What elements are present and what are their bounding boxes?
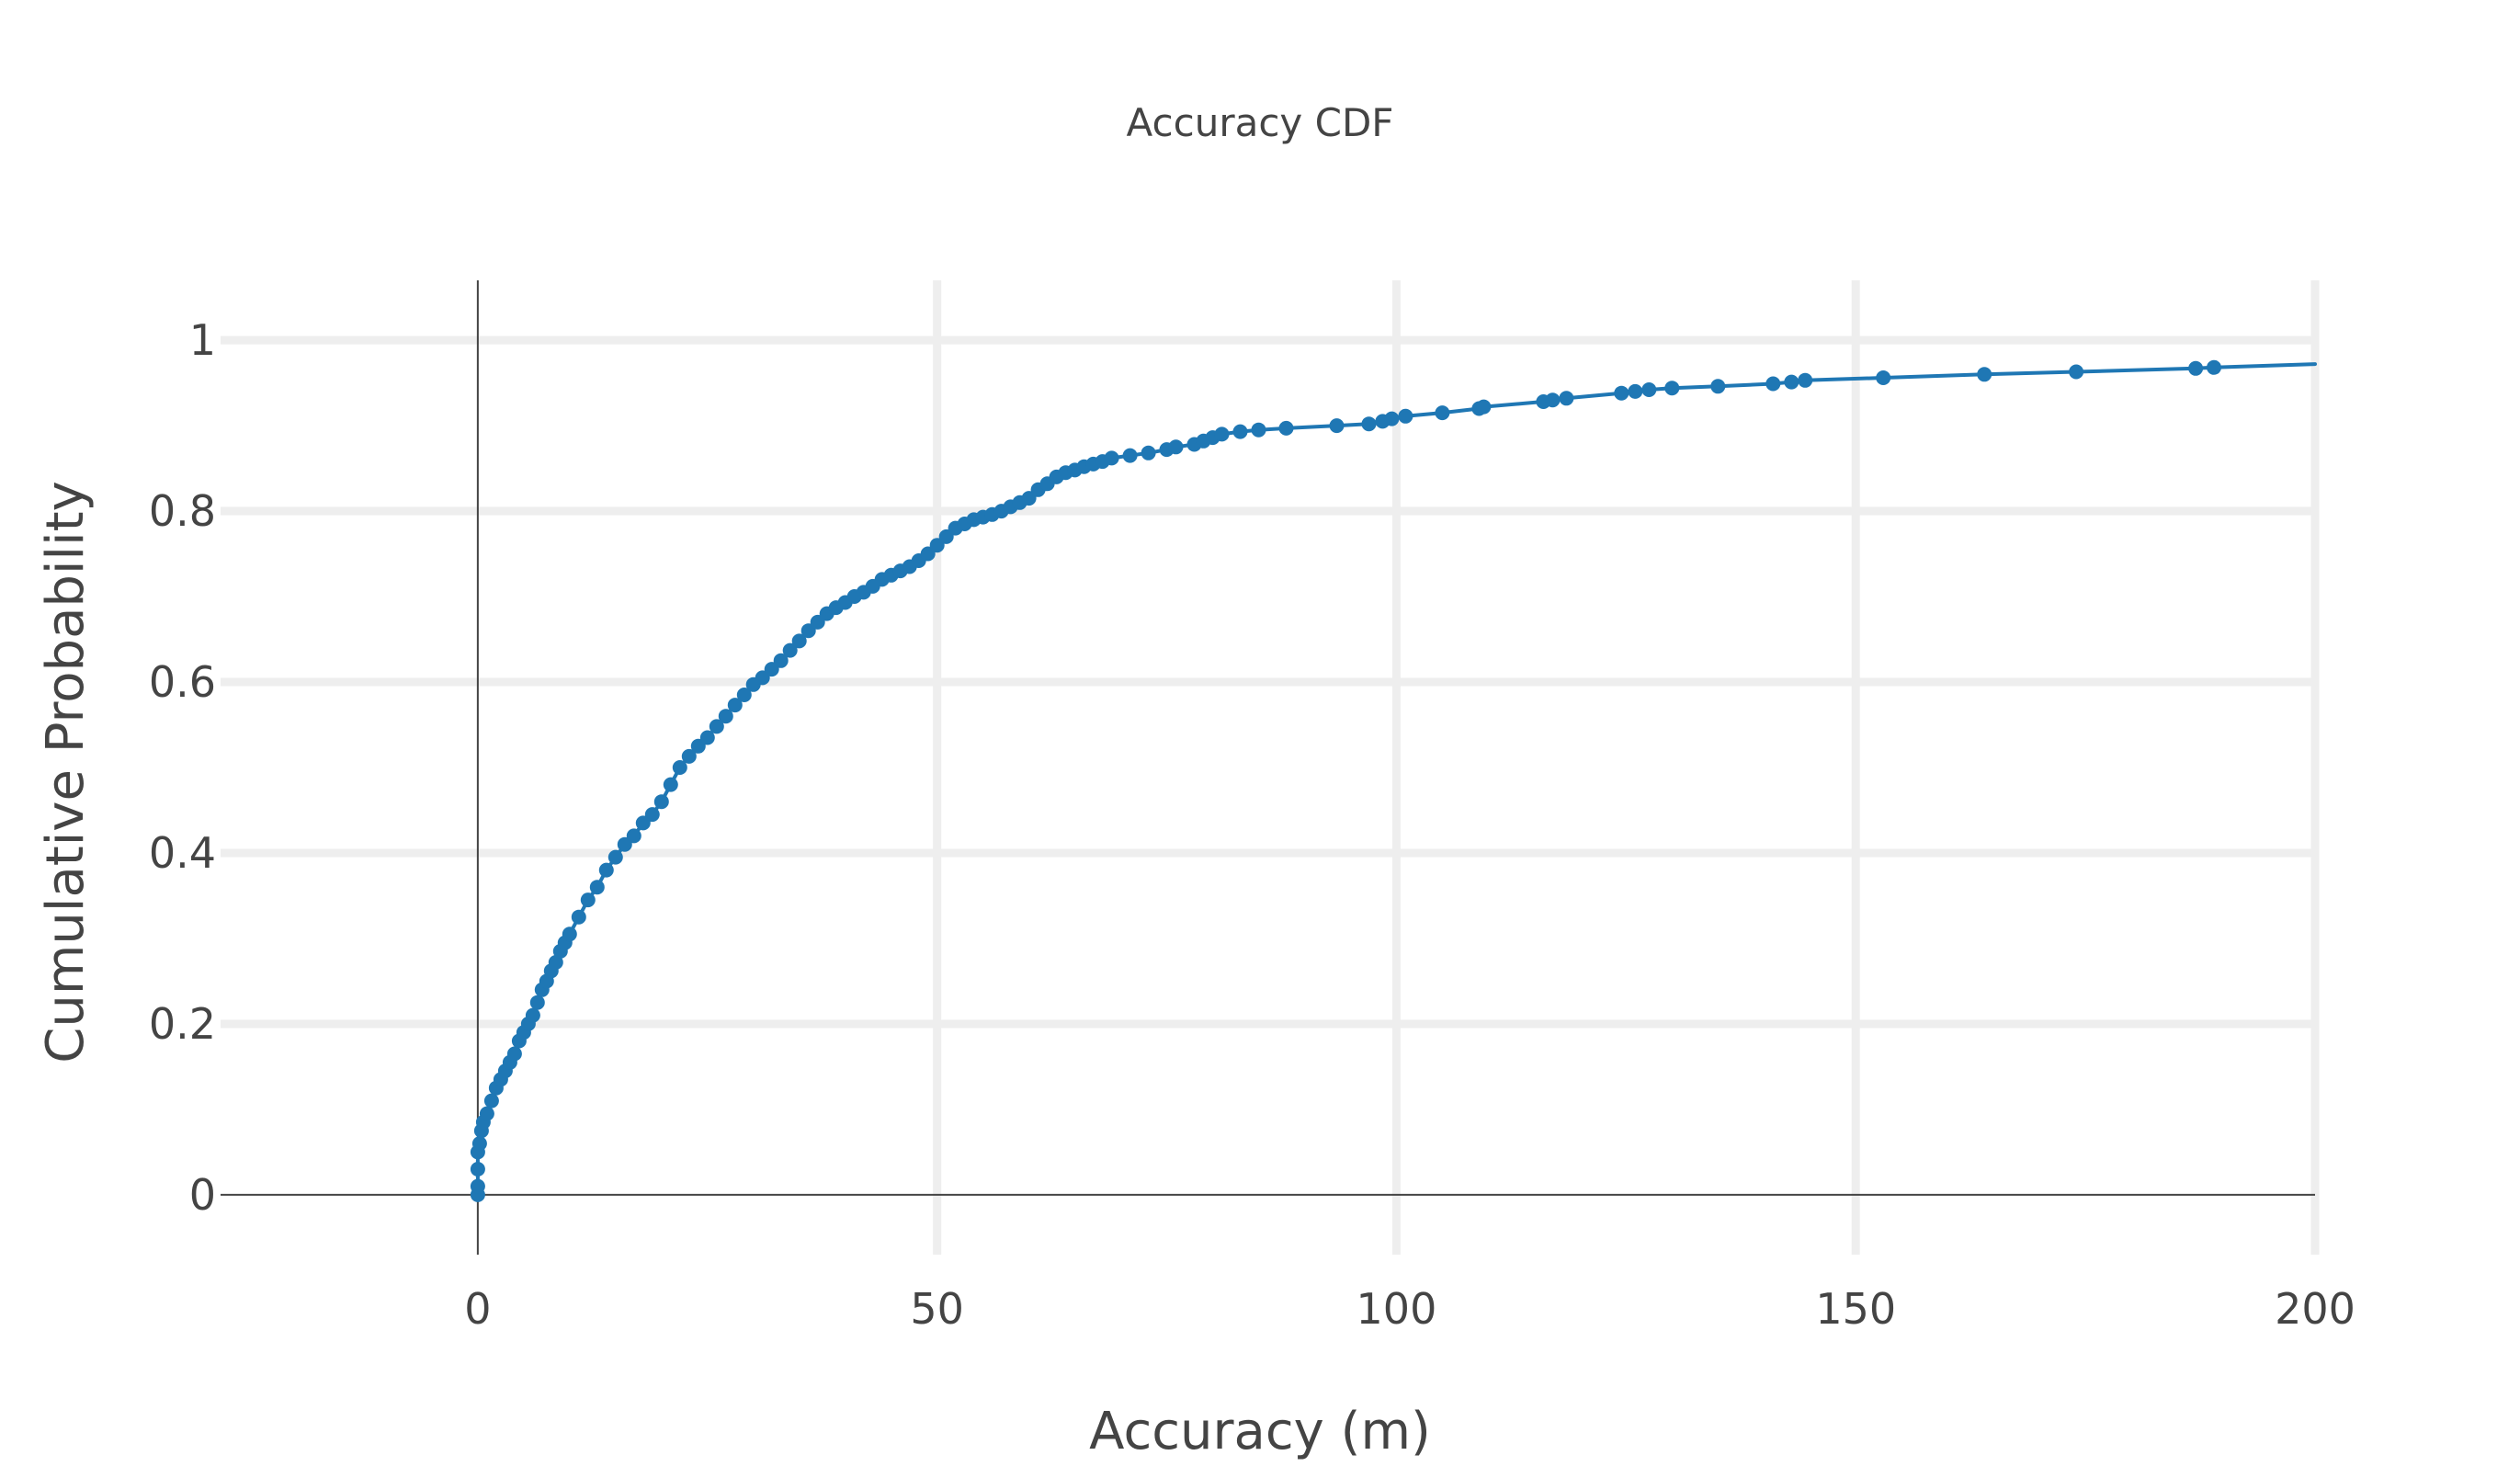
cdf-data-point[interactable] bbox=[1435, 405, 1449, 420]
x-tick-label: 100 bbox=[1356, 1284, 1437, 1334]
y-tick-label: 1 bbox=[189, 315, 216, 365]
x-tick-label: 0 bbox=[464, 1284, 491, 1334]
chart-title: Accuracy CDF bbox=[1127, 100, 1394, 145]
cdf-data-point[interactable] bbox=[1105, 450, 1119, 465]
cdf-data-point[interactable] bbox=[1476, 400, 1491, 415]
cdf-data-point[interactable] bbox=[562, 927, 577, 941]
cdf-data-point[interactable] bbox=[1765, 377, 1780, 392]
cdf-data-point[interactable] bbox=[1559, 391, 1573, 405]
cdf-data-point[interactable] bbox=[1384, 412, 1399, 426]
cdf-data-point[interactable] bbox=[1233, 425, 1248, 439]
cdf-data-point[interactable] bbox=[1664, 381, 1679, 395]
cdf-data-point[interactable] bbox=[1641, 382, 1656, 397]
cdf-data-point[interactable] bbox=[590, 880, 605, 894]
axis-layer bbox=[221, 280, 2315, 1255]
cdf-data-point[interactable] bbox=[2188, 361, 2203, 376]
cdf-data-point[interactable] bbox=[1784, 375, 1799, 390]
cdf-data-point[interactable] bbox=[1710, 379, 1725, 393]
cdf-data-point[interactable] bbox=[530, 995, 545, 1010]
cdf-data-point[interactable] bbox=[471, 1162, 485, 1177]
cdf-data-point[interactable] bbox=[645, 807, 660, 822]
x-tick-label: 200 bbox=[2275, 1284, 2355, 1334]
y-tick-label: 0.4 bbox=[149, 828, 216, 878]
grid-layer bbox=[221, 280, 2315, 1255]
cdf-data-point[interactable] bbox=[572, 910, 586, 925]
cdf-data-point[interactable] bbox=[1215, 426, 1230, 441]
cdf-data-point[interactable] bbox=[1362, 416, 1377, 431]
x-tick-label: 150 bbox=[1815, 1284, 1896, 1334]
y-tick-label: 0.8 bbox=[149, 486, 216, 536]
cdf-data-point[interactable] bbox=[1141, 446, 1156, 460]
cdf-data-point[interactable] bbox=[2207, 360, 2221, 375]
x-axis-title: Accuracy (m) bbox=[1089, 1402, 1431, 1461]
cdf-data-point[interactable] bbox=[627, 828, 641, 843]
y-tick-label: 0.6 bbox=[149, 657, 216, 707]
cdf-data-point[interactable] bbox=[526, 1008, 540, 1023]
cdf-data-point[interactable] bbox=[1123, 449, 1138, 463]
cdf-data-point[interactable] bbox=[1876, 370, 1890, 385]
cdf-data-point[interactable] bbox=[1614, 386, 1629, 401]
y-axis-title: Cumulative Probability bbox=[36, 481, 96, 1063]
cdf-data-point[interactable] bbox=[471, 1179, 485, 1194]
cdf-data-point[interactable] bbox=[507, 1047, 522, 1062]
cdf-data-point[interactable] bbox=[581, 892, 596, 907]
y-tick-label: 0 bbox=[189, 1170, 216, 1220]
cdf-data-point[interactable] bbox=[608, 850, 623, 865]
cdf-data-point[interactable] bbox=[472, 1136, 487, 1151]
cdf-data-point[interactable] bbox=[1330, 418, 1345, 433]
cdf-data-point[interactable] bbox=[599, 863, 614, 878]
cdf-data-point[interactable] bbox=[1169, 439, 1184, 454]
cdf-data-point[interactable] bbox=[654, 794, 669, 809]
cdf-data-point[interactable] bbox=[1628, 384, 1642, 399]
cdf-data-point[interactable] bbox=[1252, 423, 1266, 438]
cdf-data-point[interactable] bbox=[1398, 409, 1413, 424]
cdf-data-point[interactable] bbox=[1798, 373, 1812, 388]
cdf-data-point[interactable] bbox=[2069, 365, 2083, 380]
y-tick-label: 0.2 bbox=[149, 999, 216, 1049]
cdf-data-point[interactable] bbox=[484, 1094, 499, 1108]
cdf-data-point[interactable] bbox=[1545, 392, 1560, 407]
cdf-data-point[interactable] bbox=[1977, 367, 1992, 381]
cdf-data-point[interactable] bbox=[1279, 421, 1294, 436]
cdf-data-point[interactable] bbox=[480, 1107, 494, 1121]
x-tick-label: 50 bbox=[910, 1284, 964, 1334]
cdf-data-point[interactable] bbox=[664, 778, 678, 792]
